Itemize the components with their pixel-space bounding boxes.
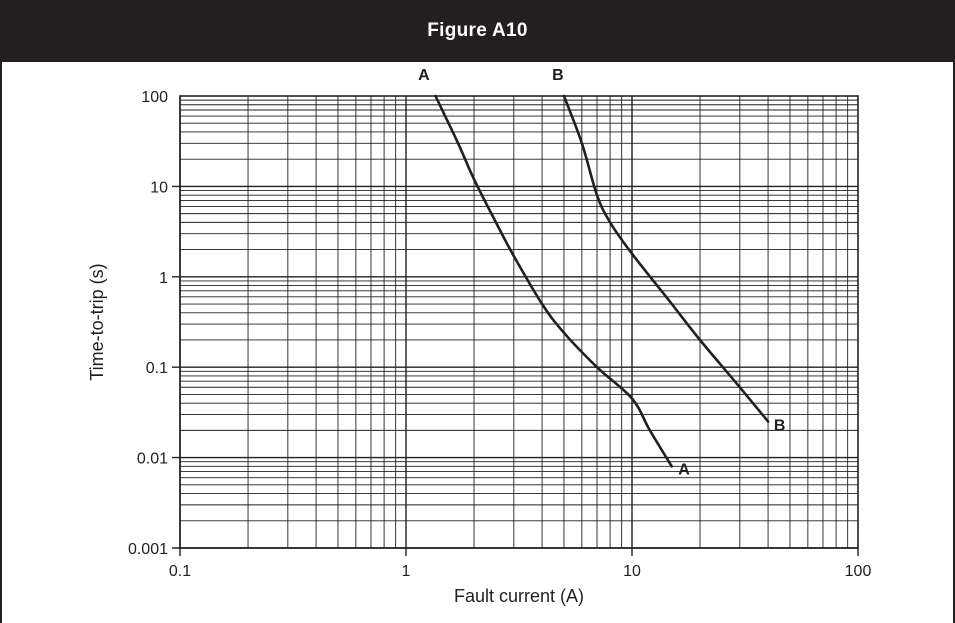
curve-label-b: B xyxy=(552,67,564,84)
x-tick-label: 100 xyxy=(845,563,872,580)
curve-labels: A B A B xyxy=(418,67,785,478)
y-tick-label: 100 xyxy=(141,89,168,106)
x-tick-label: 10 xyxy=(623,563,641,580)
y-tick-label: 0.1 xyxy=(146,360,168,377)
tick-labels: 0.1 1 10 100 0.001 0.01 0.1 1 10 100 xyxy=(128,89,871,580)
time-current-chart: 0.1 1 10 100 0.001 0.01 0.1 1 10 100 A B A B Fault c… xyxy=(87,67,871,606)
curve-label-a: A xyxy=(678,462,690,479)
x-axis-label: Fault current (A) xyxy=(454,586,584,606)
figure-title: Figure A10 xyxy=(0,0,955,62)
series-b-line xyxy=(562,94,770,423)
frame-left-border xyxy=(0,62,2,623)
series-layer xyxy=(434,94,770,468)
y-tick-label: 10 xyxy=(150,179,168,196)
curve-label-a: A xyxy=(418,67,430,84)
x-tick-label: 0.1 xyxy=(169,563,191,580)
plot-border xyxy=(179,95,859,549)
y-tick-label: 0.01 xyxy=(137,451,168,468)
grid xyxy=(172,96,859,556)
plot-frame xyxy=(179,95,859,549)
y-tick-label: 0.001 xyxy=(128,541,168,558)
series-a-line xyxy=(434,94,674,468)
y-tick-label: 1 xyxy=(159,270,168,287)
frame-right-border xyxy=(953,62,955,623)
curve-label-b: B xyxy=(774,417,786,434)
x-tick-label: 1 xyxy=(402,563,411,580)
y-axis-label: Time-to-trip (s) xyxy=(87,263,107,380)
